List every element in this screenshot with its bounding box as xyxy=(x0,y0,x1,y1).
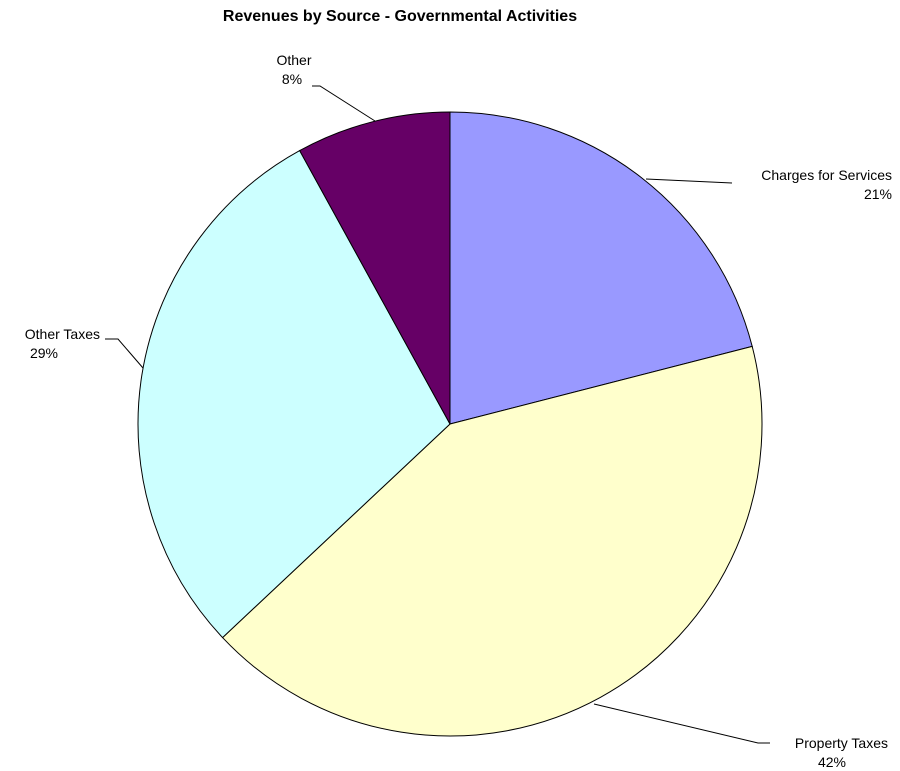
slice-label-other-taxes: Other Taxes xyxy=(25,326,100,342)
slice-percent-other-taxes: 29% xyxy=(30,345,58,361)
chart-title: Revenues by Source - Governmental Activi… xyxy=(222,8,578,25)
leader-line-other-taxes xyxy=(105,338,144,369)
slice-percent-property-taxes: 42% xyxy=(818,754,846,770)
pie-slice-charges-for-services xyxy=(449,111,753,425)
slice-percent-other: 8% xyxy=(282,71,302,87)
slice-label-charges-for-services: Charges for Services xyxy=(761,167,892,183)
leader-line-charges-for-services xyxy=(645,178,733,184)
slice-percent-charges-for-services: 21% xyxy=(864,186,892,202)
pie-slice-other xyxy=(299,111,451,425)
leader-line-property-taxes xyxy=(593,703,770,744)
pie-slice-other-taxes xyxy=(137,149,451,639)
pie-slice-property-taxes xyxy=(221,345,763,737)
slice-label-other: Other xyxy=(276,52,311,68)
leader-line-other xyxy=(312,85,376,122)
slice-label-property-taxes: Property Taxes xyxy=(795,735,888,751)
